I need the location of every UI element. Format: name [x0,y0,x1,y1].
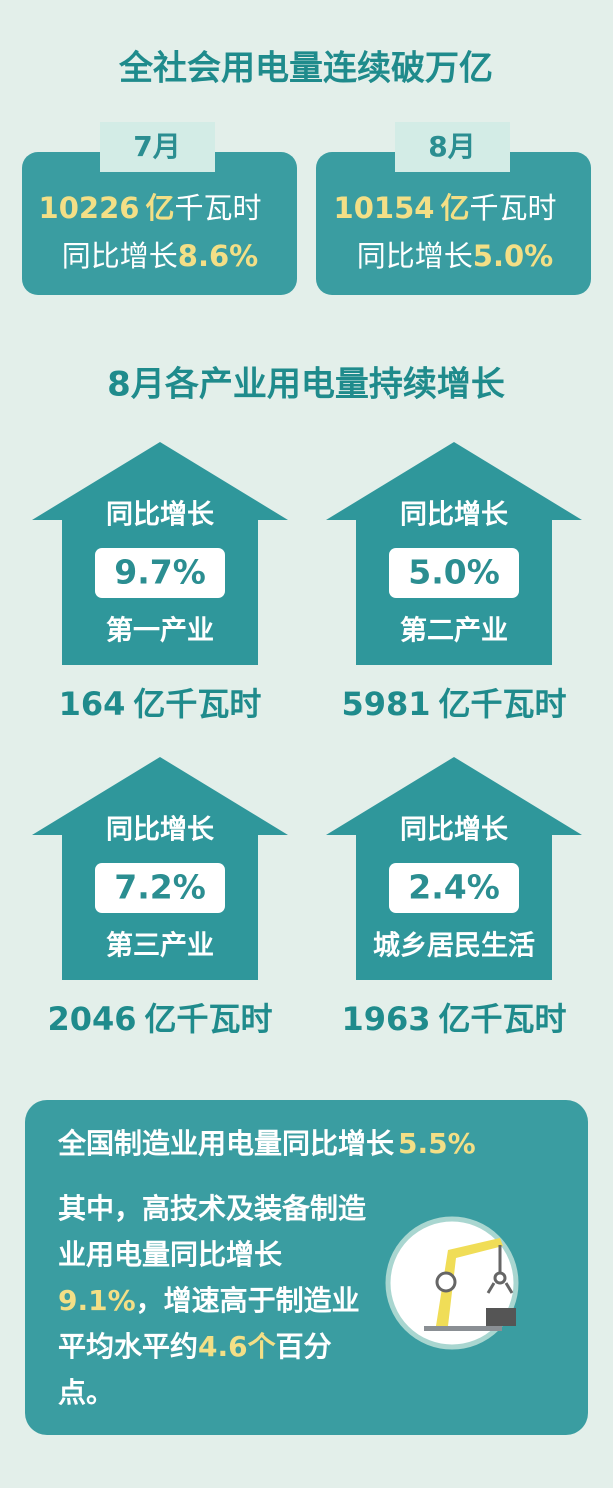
unit: 亿千瓦时 [133,685,261,723]
amount: 164 [59,685,126,723]
unit: 千瓦时 [469,191,556,225]
sector-arrow: 同比增长 5.0% 第二产业 5981 亿千瓦时 [326,442,582,723]
tab [100,122,215,172]
value-box [389,548,519,598]
value-box [95,548,225,598]
unit: 亿千瓦时 [145,1000,273,1038]
growth-label: 同比增长 [106,499,215,531]
amount-line: 5981 亿千瓦时 [341,685,566,723]
sector-name: 城乡居民生活 [373,931,535,962]
highlight: 9.1% [58,1284,136,1317]
headline-text: 全国制造业用电量同比增长 [57,1127,394,1160]
amount-line: 2046 亿千瓦时 [47,1000,272,1038]
sector-name: 第三产业 [106,930,214,962]
sector-arrow: 同比增长 9.7% 第一产业 164 亿千瓦时 [32,442,288,723]
growth-label: 同比增长 [106,814,215,846]
growth: 5.0% [473,239,553,273]
growth-label: 同比增长 [357,239,473,273]
month-label: 7月 [133,130,180,163]
robot-icon [424,1238,516,1331]
tab [395,122,510,172]
growth: 7.2% [114,868,206,907]
amount: 2046 [47,1000,136,1038]
growth-line: 同比增长5.0% [357,239,553,273]
growth: 9.7% [114,553,206,592]
headline-value: 5.5% [398,1127,476,1160]
card-bg [22,152,297,295]
sector-arrow: 同比增长 7.2% 第三产业 2046 亿千瓦时 [32,757,288,1038]
amount: 10226 [39,191,140,225]
highlight: 4.6个 [198,1330,276,1363]
amount-line: 10226 亿千瓦时 [39,191,262,225]
amount-line: 1963 亿千瓦时 [341,1000,566,1038]
growth-label: 同比增长 [400,499,509,531]
amount: 1963 [341,1000,430,1038]
unit: 亿千瓦时 [439,1000,567,1038]
growth-label: 同比增长 [62,239,178,273]
growth-label: 同比增长 [400,814,509,846]
growth-line: 同比增长8.6% [62,239,258,273]
amount-line: 164 亿千瓦时 [59,685,262,723]
headline: 全国制造业用电量同比增长 5.5% [57,1127,476,1160]
sector-name: 第一产业 [106,615,214,647]
card-bg [316,152,591,295]
value-box [389,863,519,913]
amount-unit: 亿 [145,191,174,225]
amount: 10154 [334,191,435,225]
amount-unit: 亿 [440,191,469,225]
section-title: 8月各产业用电量持续增长 [107,365,505,405]
sector-arrow: 同比增长 2.4% 城乡居民生活 1963 亿千瓦时 [326,757,582,1038]
paragraph: 其中，高技术及装备制造业用电量同比增长 9.1%，增速高于制造业平均水平约4.6个… [58,1186,368,1416]
month-label: 8月 [428,130,475,163]
month-card: 7月 10226 亿千瓦时 同比增长8.6% [22,122,297,295]
amount-line: 10154 亿千瓦时 [334,191,557,225]
value-box [95,863,225,913]
growth: 5.0% [408,553,500,592]
unit: 亿千瓦时 [439,685,567,723]
title: 全社会用电量连续破万亿 [118,49,493,89]
growth: 8.6% [178,239,258,273]
panel-bg [25,1100,588,1435]
text: 百分点。 [58,1330,332,1409]
month-card: 8月 10154 亿千瓦时 同比增长5.0% [316,122,591,295]
text: 其中，高技术及装备制造业用电量同比增长 [58,1192,367,1271]
growth: 2.4% [408,868,500,907]
manufacturing-panel: 全国制造业用电量同比增长 5.5% [25,1100,588,1435]
unit: 千瓦时 [174,191,261,225]
text: ，增速高于制造业平均水平约 [58,1284,360,1363]
amount: 5981 [341,685,430,723]
sector-name: 第二产业 [400,615,508,647]
